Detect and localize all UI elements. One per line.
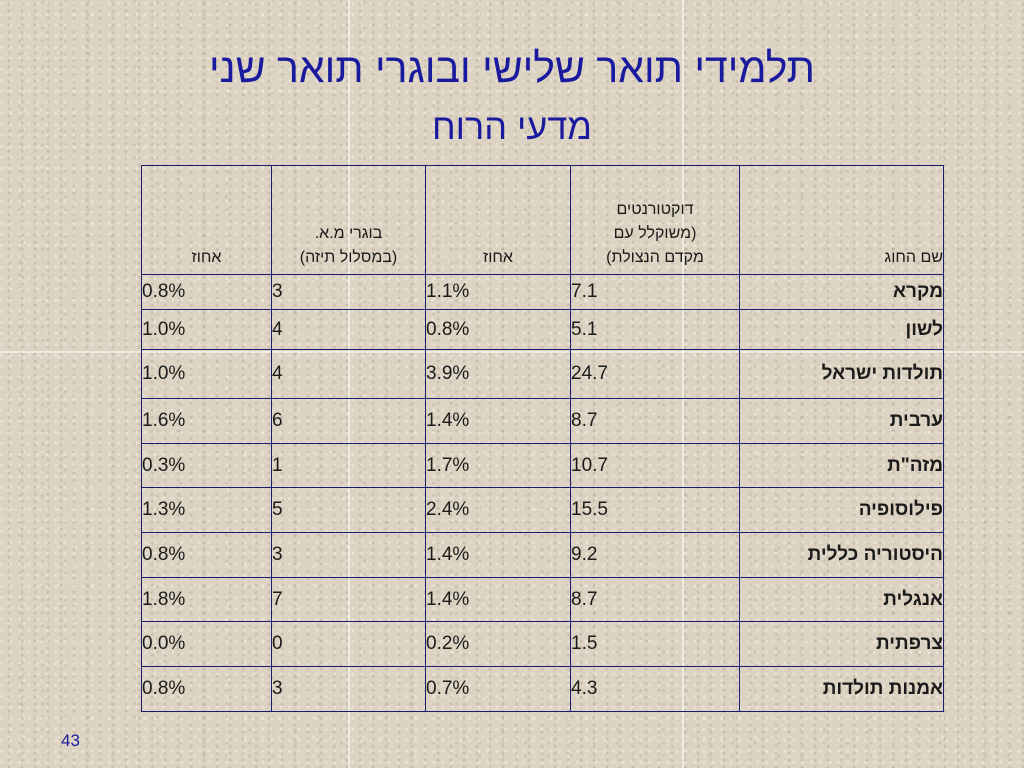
cell-doctoral: 24.7: [570, 349, 740, 399]
cell-percent-b: 0.8%: [141, 274, 272, 310]
header-ma-line1: בוגרי מ.א.: [314, 225, 383, 242]
cell-ma-grads: 0: [271, 621, 426, 667]
cell-department: מקרא: [739, 274, 944, 310]
header-row: שם החוג דוקטורנטים (משוקלל עם מקדם הנצול…: [141, 165, 944, 275]
cell-percent-a: 1.1%: [425, 274, 571, 310]
cell-percent-b: 0.8%: [141, 666, 272, 712]
cell-percent-b: 1.6%: [141, 398, 272, 444]
header-ma: בוגרי מ.א. (במסלול תיזה): [271, 165, 426, 275]
page-number: 43: [61, 731, 80, 750]
cell-doctoral: 7.1: [570, 274, 740, 310]
slide-subtitle: מדעי הרוח: [431, 106, 593, 147]
table-row: היסטוריה כללית 9.2 1.4% 3 0.8%: [141, 532, 944, 578]
cell-ma-grads: 6: [271, 398, 426, 444]
cell-percent-a: 1.4%: [425, 398, 571, 444]
cell-percent-b: 1.0%: [141, 349, 272, 399]
table-row: ערבית 8.7 1.4% 6 1.6%: [141, 398, 944, 444]
cell-doctoral: 10.7: [570, 443, 740, 488]
header-department: שם החוג: [739, 165, 944, 275]
table-row: לשון 5.1 0.8% 4 1.0%: [141, 309, 944, 350]
cell-ma-grads: 5: [271, 487, 426, 533]
header-percent-b: אחוז: [141, 165, 272, 275]
cell-percent-b: 0.3%: [141, 443, 272, 488]
cell-ma-grads: 1: [271, 443, 426, 488]
table-row: אמנות תולדות 4.3 0.7% 3 0.8%: [141, 666, 944, 712]
cell-ma-grads: 3: [271, 274, 426, 310]
cell-percent-a: 3.9%: [425, 349, 571, 399]
header-doctoral-line1: דוקטורנטים: [616, 201, 694, 218]
cell-doctoral: 5.1: [570, 309, 740, 350]
cell-ma-grads: 4: [271, 309, 426, 350]
cell-doctoral: 15.5: [570, 487, 740, 533]
cell-percent-a: 2.4%: [425, 487, 571, 533]
header-doctoral: דוקטורנטים (משוקלל עם מקדם הנצולת): [570, 165, 740, 275]
header-ma-line2: (במסלול תיזה): [299, 249, 398, 266]
cell-department: לשון: [739, 309, 944, 350]
cell-percent-a: 0.2%: [425, 621, 571, 667]
header-doctoral-line2: (משוקלל עם: [613, 225, 697, 242]
cell-percent-b: 1.8%: [141, 577, 272, 622]
table-row: צרפתית 1.5 0.2% 0 0.0%: [141, 621, 944, 667]
cell-doctoral: 1.5: [570, 621, 740, 667]
cell-percent-b: 0.0%: [141, 621, 272, 667]
table-row: מקרא 7.1 1.1% 3 0.8%: [141, 274, 944, 310]
cell-percent-a: 1.4%: [425, 577, 571, 622]
cell-doctoral: 4.3: [570, 666, 740, 712]
cell-ma-grads: 7: [271, 577, 426, 622]
cell-department: תולדות ישראל: [739, 349, 944, 399]
table-row: אנגלית 8.7 1.4% 7 1.8%: [141, 577, 944, 622]
header-doctoral-line3: מקדם הנצולת): [606, 249, 704, 266]
table-row: מזה"ת 10.7 1.7% 1 0.3%: [141, 443, 944, 488]
cell-percent-b: 0.8%: [141, 532, 272, 578]
cell-department: היסטוריה כללית: [739, 532, 944, 578]
cell-department: אנגלית: [739, 577, 944, 622]
cell-percent-a: 1.4%: [425, 532, 571, 578]
data-table: שם החוג דוקטורנטים (משוקלל עם מקדם הנצול…: [141, 165, 944, 712]
cell-ma-grads: 3: [271, 666, 426, 712]
cell-percent-a: 0.8%: [425, 309, 571, 350]
header-percent-a: אחוז: [425, 165, 571, 275]
table-row: תולדות ישראל 24.7 3.9% 4 1.0%: [141, 349, 944, 399]
cell-ma-grads: 4: [271, 349, 426, 399]
cell-percent-a: 1.7%: [425, 443, 571, 488]
slide-title: תלמידי תואר שלישי ובוגרי תואר שני: [209, 45, 815, 91]
cell-doctoral: 8.7: [570, 577, 740, 622]
cell-doctoral: 8.7: [570, 398, 740, 444]
cell-percent-b: 1.0%: [141, 309, 272, 350]
cell-department: אמנות תולדות: [739, 666, 944, 712]
cell-department: ערבית: [739, 398, 944, 444]
cell-department: צרפתית: [739, 621, 944, 667]
cell-doctoral: 9.2: [570, 532, 740, 578]
cell-department: מזה"ת: [739, 443, 944, 488]
table-row: פילוסופיה 15.5 2.4% 5 1.3%: [141, 487, 944, 533]
cell-percent-a: 0.7%: [425, 666, 571, 712]
cell-department: פילוסופיה: [739, 487, 944, 533]
cell-percent-b: 1.3%: [141, 487, 272, 533]
cell-ma-grads: 3: [271, 532, 426, 578]
